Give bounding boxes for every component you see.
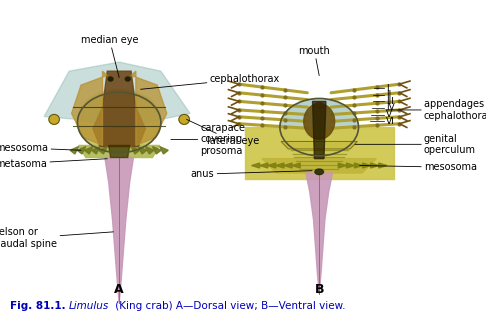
Text: B: B xyxy=(314,283,324,296)
Polygon shape xyxy=(371,163,379,168)
Polygon shape xyxy=(276,163,284,168)
Text: genital
operculum: genital operculum xyxy=(355,134,476,155)
Ellipse shape xyxy=(79,93,159,151)
Ellipse shape xyxy=(315,169,324,175)
Text: III: III xyxy=(386,97,394,106)
Text: metasoma: metasoma xyxy=(0,158,107,169)
Text: median eye: median eye xyxy=(81,35,139,78)
Text: mesosoma: mesosoma xyxy=(360,162,477,172)
Ellipse shape xyxy=(78,91,160,150)
Polygon shape xyxy=(354,163,363,168)
Polygon shape xyxy=(252,163,260,168)
Ellipse shape xyxy=(280,98,359,156)
Polygon shape xyxy=(109,145,130,157)
Ellipse shape xyxy=(78,90,160,150)
Polygon shape xyxy=(268,163,276,168)
Polygon shape xyxy=(338,163,347,168)
Ellipse shape xyxy=(125,77,130,81)
Polygon shape xyxy=(281,141,357,149)
Polygon shape xyxy=(312,101,326,159)
Text: carapace
covering
prosoma: carapace covering prosoma xyxy=(171,123,245,156)
Ellipse shape xyxy=(78,91,160,150)
Polygon shape xyxy=(145,147,154,154)
Polygon shape xyxy=(262,159,376,173)
Ellipse shape xyxy=(108,77,113,81)
Text: VI: VI xyxy=(386,117,395,126)
Polygon shape xyxy=(347,163,354,168)
Polygon shape xyxy=(44,62,190,128)
Polygon shape xyxy=(91,147,100,154)
Polygon shape xyxy=(379,163,387,168)
Polygon shape xyxy=(153,147,161,154)
Text: appendages of
cephalothorax: appendages of cephalothorax xyxy=(386,99,486,121)
Ellipse shape xyxy=(77,89,161,150)
Polygon shape xyxy=(159,147,168,154)
Text: V: V xyxy=(386,110,392,119)
Text: mesosoma: mesosoma xyxy=(0,143,81,153)
Text: II: II xyxy=(386,90,391,99)
Ellipse shape xyxy=(78,90,160,150)
Polygon shape xyxy=(85,147,93,154)
Polygon shape xyxy=(244,127,394,179)
Ellipse shape xyxy=(315,103,324,108)
Ellipse shape xyxy=(179,114,190,124)
Text: telson or
caudal spine: telson or caudal spine xyxy=(0,227,113,249)
Polygon shape xyxy=(79,145,159,157)
Polygon shape xyxy=(260,163,268,168)
Text: lateral eye: lateral eye xyxy=(187,119,259,146)
Text: mouth: mouth xyxy=(298,46,330,76)
Text: A: A xyxy=(114,283,124,296)
Polygon shape xyxy=(131,71,167,145)
Text: IV: IV xyxy=(386,103,395,112)
Polygon shape xyxy=(363,163,371,168)
Ellipse shape xyxy=(304,104,335,139)
Text: I: I xyxy=(386,84,389,93)
Polygon shape xyxy=(284,163,292,168)
Polygon shape xyxy=(99,147,107,154)
Text: anus: anus xyxy=(191,169,312,179)
Ellipse shape xyxy=(78,90,161,150)
Ellipse shape xyxy=(49,114,59,124)
Ellipse shape xyxy=(80,94,159,151)
Ellipse shape xyxy=(77,92,161,153)
Polygon shape xyxy=(138,147,147,154)
Ellipse shape xyxy=(79,92,159,151)
Polygon shape xyxy=(77,147,86,154)
Polygon shape xyxy=(70,147,79,154)
Polygon shape xyxy=(105,157,134,303)
Ellipse shape xyxy=(79,92,160,151)
Text: Fig. 81.1.: Fig. 81.1. xyxy=(10,301,69,311)
Polygon shape xyxy=(93,71,145,147)
Polygon shape xyxy=(131,147,139,154)
Text: (King crab) A—Dorsal view; B—Ventral view.: (King crab) A—Dorsal view; B—Ventral vie… xyxy=(112,301,346,311)
Text: cephalothorax: cephalothorax xyxy=(140,74,280,89)
Polygon shape xyxy=(292,163,300,168)
Text: Limulus: Limulus xyxy=(69,301,109,311)
Polygon shape xyxy=(71,71,107,145)
Polygon shape xyxy=(306,173,332,294)
Ellipse shape xyxy=(79,93,159,151)
Ellipse shape xyxy=(79,93,159,151)
